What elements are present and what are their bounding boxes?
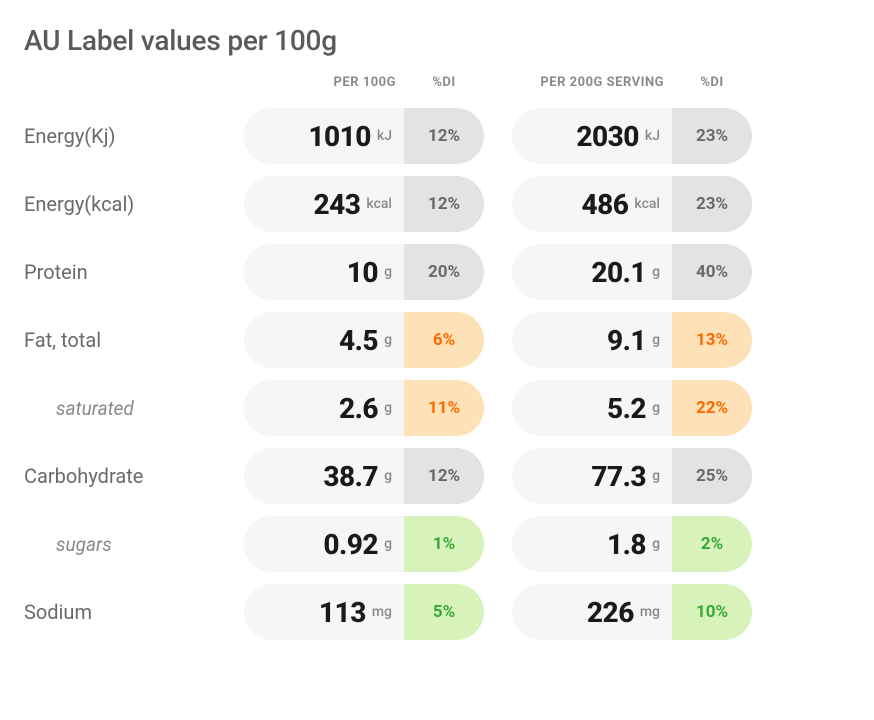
value-pill-per200: 20.1 g xyxy=(512,244,672,300)
value-per100: 113 xyxy=(319,596,366,629)
di-badge-per100: 11% xyxy=(404,380,484,436)
value-pill-per100: 243 kcal xyxy=(244,176,404,232)
unit-per200: g xyxy=(652,536,660,552)
di-badge-per200: 22% xyxy=(672,380,752,436)
nutrient-label: sugars xyxy=(24,533,244,556)
value-per100: 10 xyxy=(347,256,378,289)
unit-per100: mg xyxy=(372,604,392,620)
value-pill-per100: 4.5 g xyxy=(244,312,404,368)
value-pill-per200: 1.8 g xyxy=(512,516,672,572)
value-per200: 9.1 xyxy=(607,324,646,357)
value-per100: 243 xyxy=(313,188,360,221)
di-badge-per100: 20% xyxy=(404,244,484,300)
value-per200: 20.1 xyxy=(591,256,646,289)
unit-per200: kcal xyxy=(634,196,660,212)
unit-per100: g xyxy=(384,536,392,552)
nutrition-table: PER 100G %DI PER 200G SERVING %DI Energy… xyxy=(24,75,850,640)
value-pill-per200: 2030 kJ xyxy=(512,108,672,164)
unit-per200: g xyxy=(652,468,660,484)
value-pill-per100: 38.7 g xyxy=(244,448,404,504)
di-badge-per100: 5% xyxy=(404,584,484,640)
unit-per100: g xyxy=(384,332,392,348)
value-pill-per100: 10 g xyxy=(244,244,404,300)
value-per100: 1010 xyxy=(308,120,371,153)
unit-per200: kJ xyxy=(645,128,660,144)
di-badge-per100: 12% xyxy=(404,176,484,232)
value-per200: 77.3 xyxy=(591,460,646,493)
unit-per100: g xyxy=(384,400,392,416)
value-per100: 0.92 xyxy=(323,528,378,561)
nutrient-label: Protein xyxy=(24,260,244,284)
value-pill-per100: 2.6 g xyxy=(244,380,404,436)
di-badge-per200: 10% xyxy=(672,584,752,640)
value-pill-per100: 1010 kJ xyxy=(244,108,404,164)
di-badge-per200: 25% xyxy=(672,448,752,504)
page-title: AU Label values per 100g xyxy=(24,24,850,57)
column-header-per100: PER 100G xyxy=(244,75,404,96)
di-badge-per200: 23% xyxy=(672,176,752,232)
value-per200: 226 xyxy=(587,596,634,629)
di-badge-per100: 6% xyxy=(404,312,484,368)
column-header-di100: %DI xyxy=(404,75,484,96)
unit-per200: g xyxy=(652,400,660,416)
column-header-di200: %DI xyxy=(672,75,752,96)
unit-per200: g xyxy=(652,332,660,348)
value-per100: 4.5 xyxy=(339,324,378,357)
value-pill-per200: 77.3 g xyxy=(512,448,672,504)
di-badge-per100: 12% xyxy=(404,108,484,164)
column-header-per200: PER 200G SERVING xyxy=(512,75,672,96)
value-per100: 2.6 xyxy=(339,392,378,425)
nutrient-label: Energy(Kj) xyxy=(24,124,244,148)
value-pill-per200: 9.1 g xyxy=(512,312,672,368)
unit-per200: mg xyxy=(640,604,660,620)
di-badge-per200: 13% xyxy=(672,312,752,368)
value-pill-per200: 5.2 g xyxy=(512,380,672,436)
di-badge-per200: 40% xyxy=(672,244,752,300)
value-pill-per100: 0.92 g xyxy=(244,516,404,572)
nutrient-label: Sodium xyxy=(24,600,244,624)
value-per200: 5.2 xyxy=(607,392,646,425)
di-badge-per100: 1% xyxy=(404,516,484,572)
nutrient-label: saturated xyxy=(24,397,244,420)
unit-per100: kcal xyxy=(366,196,392,212)
di-badge-per200: 23% xyxy=(672,108,752,164)
unit-per100: kJ xyxy=(377,128,392,144)
nutrient-label: Fat, total xyxy=(24,328,244,352)
value-pill-per100: 113 mg xyxy=(244,584,404,640)
value-per100: 38.7 xyxy=(323,460,378,493)
value-pill-per200: 486 kcal xyxy=(512,176,672,232)
unit-per200: g xyxy=(652,264,660,280)
di-badge-per100: 12% xyxy=(404,448,484,504)
nutrient-label: Carbohydrate xyxy=(24,464,244,488)
value-per200: 2030 xyxy=(576,120,639,153)
unit-per100: g xyxy=(384,468,392,484)
value-per200: 1.8 xyxy=(607,528,646,561)
nutrient-label: Energy(kcal) xyxy=(24,192,244,216)
value-pill-per200: 226 mg xyxy=(512,584,672,640)
di-badge-per200: 2% xyxy=(672,516,752,572)
unit-per100: g xyxy=(384,264,392,280)
value-per200: 486 xyxy=(581,188,628,221)
